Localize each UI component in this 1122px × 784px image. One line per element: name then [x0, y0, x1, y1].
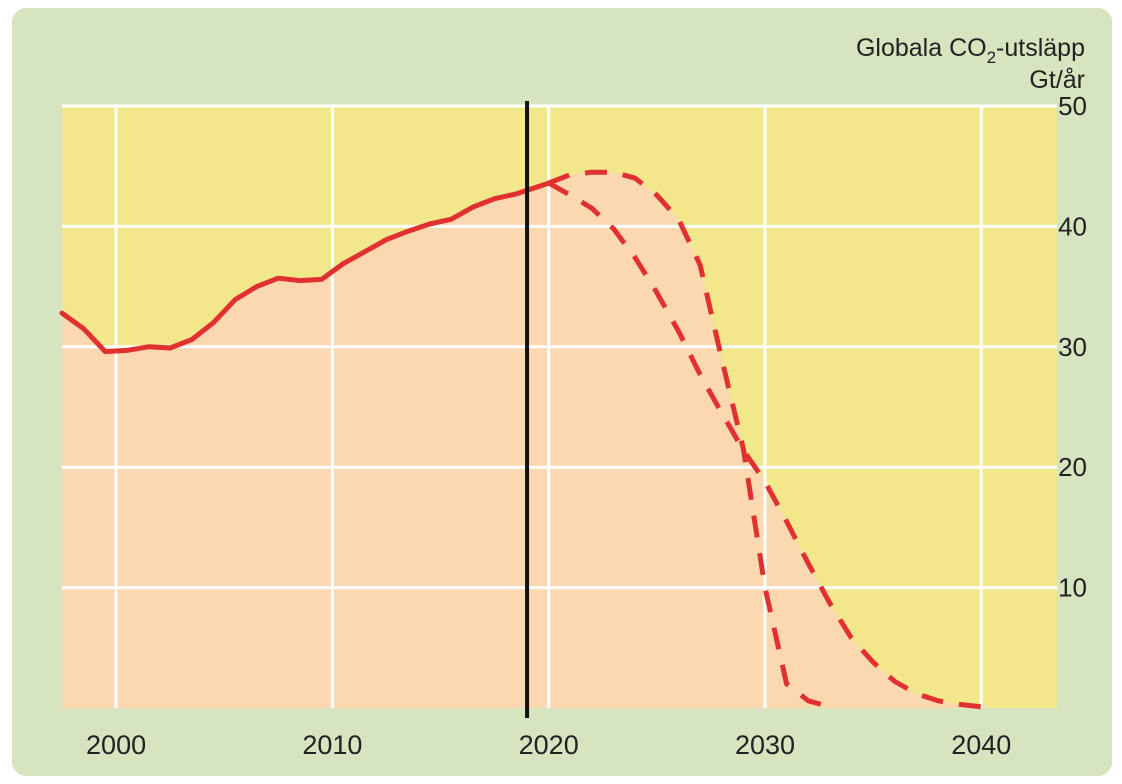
- chart-panel: 2000 2010 2020 2030 2040 10 20 30 40 50 Globala …: [12, 8, 1112, 776]
- grid-lines: [62, 104, 1057, 708]
- chart-title-pre: Globala CO: [856, 34, 987, 62]
- x-tick-label: 2000: [86, 730, 146, 760]
- historical-line: [59, 180, 552, 355]
- series-layer: [59, 169, 982, 710]
- y-tick-label: 20: [1058, 452, 1087, 482]
- y-tick-label: 10: [1058, 573, 1087, 603]
- y-tick-label: 40: [1058, 211, 1087, 241]
- projection-line-2: [547, 180, 982, 710]
- y-tick-labels: 10 20 30 40 50: [1058, 91, 1087, 603]
- chart-title-subscript: 2: [987, 48, 996, 67]
- x-tick-label: 2030: [735, 730, 795, 760]
- x-tick-label: 2040: [951, 730, 1011, 760]
- projection-line-1: [547, 169, 831, 710]
- chart-title: Globala CO2-utsläpp: [856, 34, 1085, 67]
- y-axis-unit: Gt/år: [1029, 66, 1085, 94]
- x-tick-labels: 2000 2010 2020 2030 2040: [86, 730, 1011, 760]
- y-tick-label: 30: [1058, 332, 1087, 362]
- x-tick-label: 2020: [519, 730, 579, 760]
- x-tick-label: 2010: [302, 730, 362, 760]
- chart-title-post: -utsläpp: [996, 34, 1085, 62]
- emissions-fill-area: [62, 172, 982, 708]
- y-tick-label: 50: [1058, 91, 1087, 121]
